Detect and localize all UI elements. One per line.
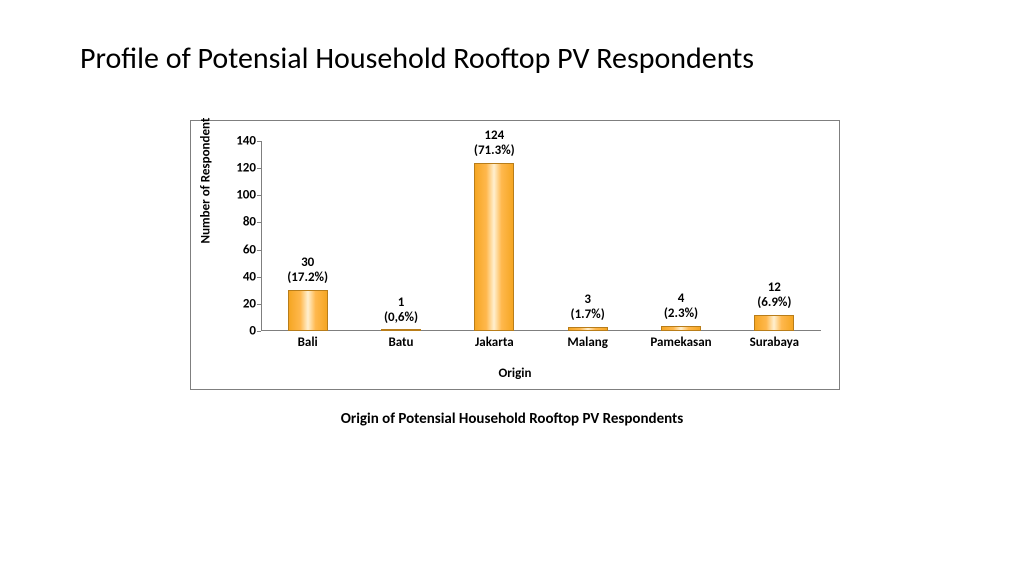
- bar-slot: 12(6.9%)Surabaya: [728, 141, 821, 331]
- y-tick-label: 0: [216, 324, 256, 339]
- bar: [288, 290, 328, 331]
- category-label: Surabaya: [718, 335, 831, 350]
- bar-value-label: 12(6.9%): [708, 281, 841, 311]
- plot-area: 02040608010012014030(17.2%)Bali1(0,6%)Ba…: [261, 141, 821, 331]
- chart-frame: Number of Respondent 0204060801001201403…: [190, 120, 840, 390]
- chart-caption: Origin of Potensial Household Rooftop PV…: [0, 410, 1024, 428]
- bar: [661, 326, 701, 331]
- y-tick-label: 20: [216, 296, 256, 311]
- y-tick-label: 80: [216, 215, 256, 230]
- y-tick-label: 60: [216, 242, 256, 257]
- y-tick-label: 140: [216, 134, 256, 149]
- bar: [474, 163, 514, 331]
- bar: [754, 315, 794, 331]
- bar-slot: 1(0,6%)Batu: [354, 141, 447, 331]
- y-tick: [257, 331, 261, 332]
- y-axis-title: Number of Respondent: [199, 118, 214, 244]
- y-tick-label: 100: [216, 188, 256, 203]
- y-tick-label: 120: [216, 161, 256, 176]
- page-title: Profile of Potensial Household Rooftop P…: [80, 40, 754, 77]
- x-axis-title: Origin: [191, 366, 839, 381]
- bar: [568, 327, 608, 331]
- bar: [381, 329, 421, 331]
